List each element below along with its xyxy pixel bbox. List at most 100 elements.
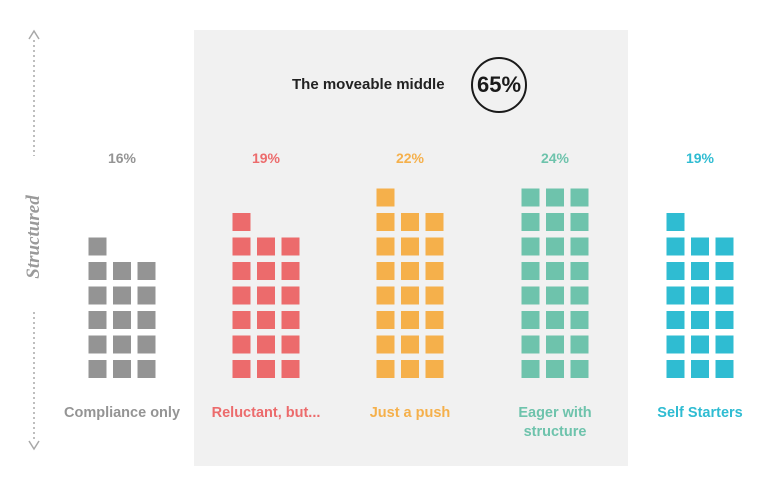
waffle-square — [570, 262, 589, 280]
waffle-square — [715, 311, 734, 329]
waffle-square — [570, 237, 589, 256]
waffle-square — [376, 188, 395, 207]
waffle-square — [137, 262, 156, 280]
waffle-square — [570, 335, 589, 354]
waffle-square — [666, 262, 685, 280]
waffle-square — [425, 311, 444, 329]
waffle-square — [666, 213, 685, 231]
waffle-square — [521, 213, 540, 231]
waffle-square — [666, 286, 685, 305]
waffle-square — [88, 237, 107, 256]
waffle-square — [546, 335, 564, 354]
waffle-square — [232, 311, 251, 329]
waffle-square — [88, 262, 107, 280]
waffle-square — [376, 311, 395, 329]
percent-label: 24% — [540, 150, 570, 166]
waffle-square — [521, 237, 540, 256]
moveable-middle-percent: 65% — [476, 72, 522, 97]
waffle-square — [137, 311, 156, 329]
waffle-square — [425, 237, 444, 256]
waffle-square — [666, 237, 685, 256]
waffle-square — [401, 360, 419, 378]
waffle-square — [376, 286, 395, 305]
vertical-axis — [28, 29, 40, 451]
waffle-square — [715, 286, 734, 305]
waffle-square — [401, 262, 419, 280]
waffle-square — [137, 335, 156, 354]
waffle-square — [546, 237, 564, 256]
waffle-square — [546, 213, 564, 231]
waffle-square — [401, 311, 419, 329]
axis-label: Structured — [23, 195, 44, 279]
waffle-square — [401, 213, 419, 231]
waffle-square — [715, 262, 734, 280]
waffle-square — [232, 360, 251, 378]
waffle-square — [546, 262, 564, 280]
waffle-square — [570, 188, 589, 207]
waffle-square — [425, 335, 444, 354]
waffle-square — [257, 262, 275, 280]
waffle-square — [691, 360, 709, 378]
waffle-square — [257, 335, 275, 354]
category-label: Self Starters — [657, 405, 743, 421]
waffle-square — [281, 311, 300, 329]
waffle-square — [691, 286, 709, 305]
waffle-square — [715, 335, 734, 354]
waffle-square — [137, 360, 156, 378]
percent-label: 19% — [251, 150, 281, 166]
waffle-square — [88, 311, 107, 329]
waffle-square — [546, 286, 564, 305]
waffle-square — [376, 335, 395, 354]
waffle-squares — [88, 188, 734, 378]
waffle-square — [546, 311, 564, 329]
waffle-square — [113, 286, 131, 305]
waffle-square — [376, 360, 395, 378]
waffle-square — [232, 213, 251, 231]
category-label: Compliance only — [63, 405, 181, 421]
waffle-square — [88, 335, 107, 354]
waffle-square — [425, 360, 444, 378]
waffle-square — [113, 360, 131, 378]
waffle-square — [113, 311, 131, 329]
waffle-square — [281, 262, 300, 280]
moveable-middle-value: 65% — [471, 57, 527, 113]
moveable-middle-title: The moveable middle — [292, 76, 445, 93]
waffle-square — [546, 360, 564, 378]
waffle-square — [521, 311, 540, 329]
waffle-square — [232, 335, 251, 354]
waffle-square — [425, 286, 444, 305]
waffle-square — [521, 262, 540, 280]
waffle-square — [281, 237, 300, 256]
waffle-square — [570, 286, 589, 305]
waffle-square — [232, 286, 251, 305]
percent-label: 16% — [107, 150, 137, 166]
waffle-square — [401, 237, 419, 256]
percent-label: 22% — [395, 150, 425, 166]
waffle-square — [691, 262, 709, 280]
waffle-square — [691, 335, 709, 354]
waffle-square — [281, 335, 300, 354]
waffle-square — [715, 237, 734, 256]
waffle-square — [521, 286, 540, 305]
waffle-square — [257, 311, 275, 329]
waffle-square — [376, 213, 395, 231]
waffle-square — [88, 286, 107, 305]
waffle-square — [546, 188, 564, 207]
waffle-square — [376, 262, 395, 280]
category-label: Reluctant, but... — [211, 405, 321, 421]
waffle-square — [425, 213, 444, 231]
waffle-square — [113, 262, 131, 280]
axis-arrow-up — [28, 29, 40, 40]
waffle-square — [715, 360, 734, 378]
waffle-square — [666, 335, 685, 354]
waffle-square — [257, 286, 275, 305]
category-label: Eager with structure — [518, 405, 592, 440]
waffle-square — [401, 335, 419, 354]
waffle-square — [257, 360, 275, 378]
waffle-square — [570, 360, 589, 378]
waffle-square — [691, 237, 709, 256]
waffle-square — [88, 360, 107, 378]
waffle-square — [666, 311, 685, 329]
waffle-square — [666, 360, 685, 378]
waffle-square — [113, 335, 131, 354]
